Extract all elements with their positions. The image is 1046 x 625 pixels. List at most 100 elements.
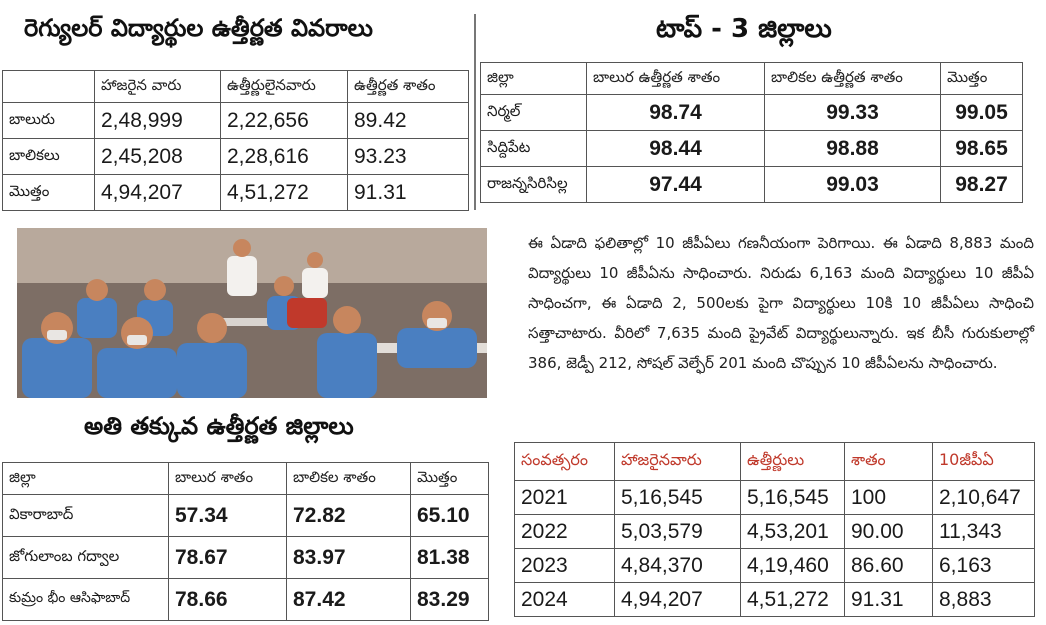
cell: 8,883 — [932, 582, 1035, 617]
lowest-table: జిల్లా బాలుర శాతం బాలికల శాతం మొత్తం విక… — [2, 462, 489, 621]
cell: 6,163 — [932, 548, 1035, 583]
cell: 99.33 — [764, 94, 941, 131]
yearly-table: సంవత్సరం హాజరైనవారు ఉత్తీర్ణులు శాతం 10జ… — [514, 442, 1035, 617]
cell: 99.03 — [764, 166, 941, 203]
header-cell: మొత్తం — [410, 462, 489, 495]
cell: 86.60 — [844, 548, 933, 583]
cell: 98.27 — [940, 166, 1023, 203]
cell: 2,45,208 — [94, 138, 221, 175]
row-label: మొత్తం — [2, 174, 95, 211]
table-header-row: సంవత్సరం హాజరైనవారు ఉత్తీర్ణులు శాతం 10జ… — [514, 442, 1035, 481]
header-cell: శాతం — [844, 442, 933, 481]
row-label: బాలురు — [2, 102, 95, 139]
top3-table: జిల్లా బాలుర ఉత్తీర్ణత శాతం బాలికల ఉత్తీ… — [480, 62, 1023, 203]
cell: 4,94,207 — [614, 582, 741, 617]
cell: 11,343 — [932, 514, 1035, 549]
cell: 99.05 — [940, 94, 1023, 131]
cell: 2021 — [514, 480, 615, 515]
header-cell: జిల్లా — [480, 62, 587, 95]
cell: 89.42 — [347, 102, 469, 139]
cell: 5,16,545 — [614, 480, 741, 515]
table-row: 2022 5,03,579 4,53,201 90.00 11,343 — [514, 514, 1035, 549]
table-row: రాజన్నసిరిసిల్ల 97.44 99.03 98.27 — [480, 166, 1023, 203]
header-cell — [2, 70, 95, 103]
cell: 93.23 — [347, 138, 469, 175]
table-header-row: హాజరైన వారు ఉత్తీర్ణులైనవారు ఉత్తీర్ణత శ… — [2, 70, 469, 103]
cell: 91.31 — [347, 174, 469, 211]
lowest-title: అతి తక్కువ ఉత్తీర్ణత జిల్లాలు — [84, 412, 354, 440]
cell: 4,94,207 — [94, 174, 221, 211]
cell: 91.31 — [844, 582, 933, 617]
table-row: మొత్తం 4,94,207 4,51,272 91.31 — [2, 174, 469, 211]
cell: 4,19,460 — [740, 548, 845, 583]
cell: 65.10 — [410, 494, 489, 537]
header-cell: ఉత్తీర్ణులు — [740, 442, 845, 481]
cell: 98.65 — [940, 130, 1023, 167]
cell: 78.66 — [168, 578, 287, 621]
header-cell: బాలికల ఉత్తీర్ణత శాతం — [764, 62, 941, 95]
header-cell: మొత్తం — [940, 62, 1023, 95]
cell: 83.97 — [286, 536, 411, 579]
table-row: 2021 5,16,545 5,16,545 100 2,10,647 — [514, 480, 1035, 515]
cell: 2,28,616 — [220, 138, 348, 175]
cell: 2,22,656 — [220, 102, 348, 139]
cell: 4,51,272 — [740, 582, 845, 617]
header-cell: హాజరైన వారు — [94, 70, 221, 103]
header-cell: బాలికల శాతం — [286, 462, 411, 495]
cell: 81.38 — [410, 536, 489, 579]
table-row: వికారాబాద్ 57.34 72.82 65.10 — [2, 494, 489, 537]
table-header-row: జిల్లా బాలుర శాతం బాలికల శాతం మొత్తం — [2, 462, 489, 495]
header-cell: 10జీపీఏ — [932, 442, 1035, 481]
table-header-row: జిల్లా బాలుర ఉత్తీర్ణత శాతం బాలికల ఉత్తీ… — [480, 62, 1023, 95]
regular-table: హాజరైన వారు ఉత్తీర్ణులైనవారు ఉత్తీర్ణత శ… — [2, 70, 469, 211]
header-cell: ఉత్తీర్ణత శాతం — [347, 70, 469, 103]
cell: 2022 — [514, 514, 615, 549]
table-row: నిర్మల్ 98.74 99.33 99.05 — [480, 94, 1023, 131]
cell: 4,51,272 — [220, 174, 348, 211]
cell: 4,84,370 — [614, 548, 741, 583]
header-cell: బాలుర ఉత్తీర్ణత శాతం — [586, 62, 765, 95]
table-row: బాలురు 2,48,999 2,22,656 89.42 — [2, 102, 469, 139]
table-row: బాలికలు 2,45,208 2,28,616 93.23 — [2, 138, 469, 175]
table-row: 2024 4,94,207 4,51,272 91.31 8,883 — [514, 582, 1035, 617]
cell: 2023 — [514, 548, 615, 583]
district-name: జోగులాంబ గద్వాల — [2, 536, 169, 579]
table-row: కుమ్రం భీం ఆసిఫాబాద్ 78.66 87.42 83.29 — [2, 578, 489, 621]
cell: 83.29 — [410, 578, 489, 621]
cell: 2024 — [514, 582, 615, 617]
gpa-paragraph: ఈ ఏడాది ఫలితాల్లో 10 జీపీఏలు గణనీయంగా పె… — [528, 234, 1034, 372]
column-divider — [474, 14, 476, 210]
cell: 98.74 — [586, 94, 765, 131]
cell: 98.88 — [764, 130, 941, 167]
row-label: బాలికలు — [2, 138, 95, 175]
cell: 57.34 — [168, 494, 287, 537]
cell: 98.44 — [586, 130, 765, 167]
header-cell: జిల్లా — [2, 462, 169, 495]
cell: 2,10,647 — [932, 480, 1035, 515]
cell: 5,16,545 — [740, 480, 845, 515]
cell: 2,48,999 — [94, 102, 221, 139]
district-name: వికారాబాద్ — [2, 494, 169, 537]
table-row: జోగులాంబ గద్వాల 78.67 83.97 81.38 — [2, 536, 489, 579]
cell: 78.67 — [168, 536, 287, 579]
top3-title: టాప్ - 3 జిల్లాలు — [656, 14, 832, 44]
cell: 90.00 — [844, 514, 933, 549]
header-cell: సంవత్సరం — [514, 442, 615, 481]
exam-hall-photo — [17, 228, 487, 398]
district-name: రాజన్నసిరిసిల్ల — [480, 166, 587, 203]
district-name: నిర్మల్ — [480, 94, 587, 131]
header-cell: బాలుర శాతం — [168, 462, 287, 495]
cell: 5,03,579 — [614, 514, 741, 549]
district-name: సిద్దిపేట — [480, 130, 587, 167]
header-cell: ఉత్తీర్ణులైనవారు — [220, 70, 348, 103]
cell: 100 — [844, 480, 933, 515]
cell: 72.82 — [286, 494, 411, 537]
cell: 97.44 — [586, 166, 765, 203]
regular-title: రెగ్యులర్ విద్యార్థుల ఉత్తీర్ణత వివరాలు — [24, 14, 373, 42]
district-name: కుమ్రం భీం ఆసిఫాబాద్ — [2, 578, 169, 621]
cell: 87.42 — [286, 578, 411, 621]
cell: 4,53,201 — [740, 514, 845, 549]
table-row: 2023 4,84,370 4,19,460 86.60 6,163 — [514, 548, 1035, 583]
header-cell: హాజరైనవారు — [614, 442, 741, 481]
table-row: సిద్దిపేట 98.44 98.88 98.65 — [480, 130, 1023, 167]
